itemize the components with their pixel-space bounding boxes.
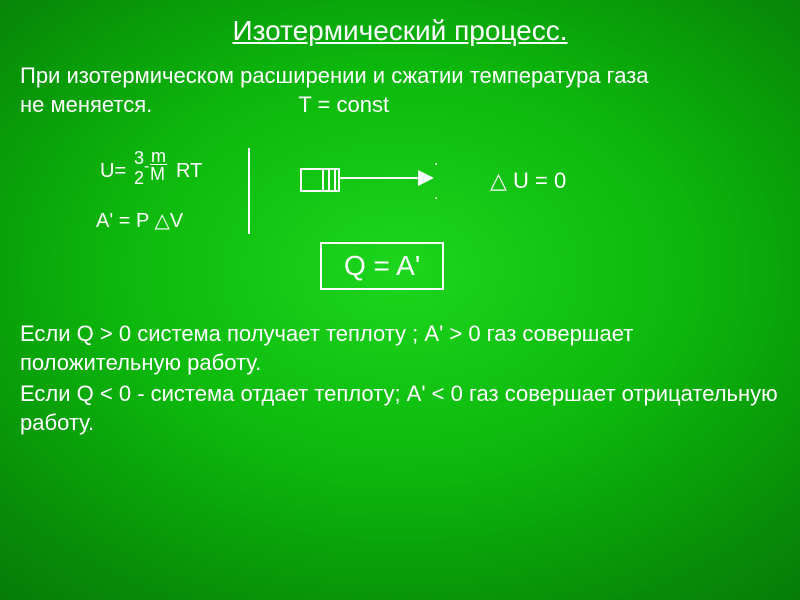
arrow-head-icon bbox=[418, 170, 434, 186]
mass-lowercase-m: m bbox=[150, 148, 167, 165]
delta-icon: △ bbox=[155, 210, 170, 232]
fraction-m-over-M: m M bbox=[150, 148, 167, 183]
RT-term: RT bbox=[176, 160, 202, 183]
paragraph-q-negative: Если Q < 0 - система отдает теплоту; A' … bbox=[20, 380, 780, 437]
vertical-divider bbox=[248, 148, 250, 234]
molar-mass-M: M bbox=[150, 165, 167, 183]
fraction-2: 2 bbox=[134, 168, 144, 189]
dot-bottom: . bbox=[434, 186, 438, 204]
subtitle-block: При изотермическом расширении и сжатии т… bbox=[20, 62, 780, 119]
a-prime-eq: A' = P bbox=[96, 210, 155, 232]
u-label: U= bbox=[100, 160, 126, 183]
slide-title: Изотермический процесс. bbox=[0, 15, 800, 47]
u-zero-text: U = 0 bbox=[507, 168, 566, 193]
boxed-equation: Q = A' bbox=[320, 242, 444, 290]
subtitle-line1: При изотермическом расширении и сжатии т… bbox=[20, 62, 780, 91]
fraction-3: 3 bbox=[134, 148, 144, 169]
work-formula: A' = P △V bbox=[96, 208, 183, 233]
arrow-shaft bbox=[340, 177, 420, 179]
fraction-dash: - bbox=[144, 158, 149, 176]
piston-stripes bbox=[322, 170, 336, 190]
dot-top: . bbox=[434, 152, 438, 170]
paragraph-q-positive: Если Q > 0 система получает теплоту ; A'… bbox=[20, 320, 780, 377]
piston-rect bbox=[300, 168, 340, 192]
subtitle-line2: не меняется. bbox=[20, 92, 152, 117]
t-const: T = const bbox=[298, 92, 389, 117]
delta-u-equals-zero: △ U = 0 bbox=[490, 168, 566, 194]
delta-triangle-icon: △ bbox=[490, 168, 507, 193]
volume-V: V bbox=[170, 210, 183, 232]
